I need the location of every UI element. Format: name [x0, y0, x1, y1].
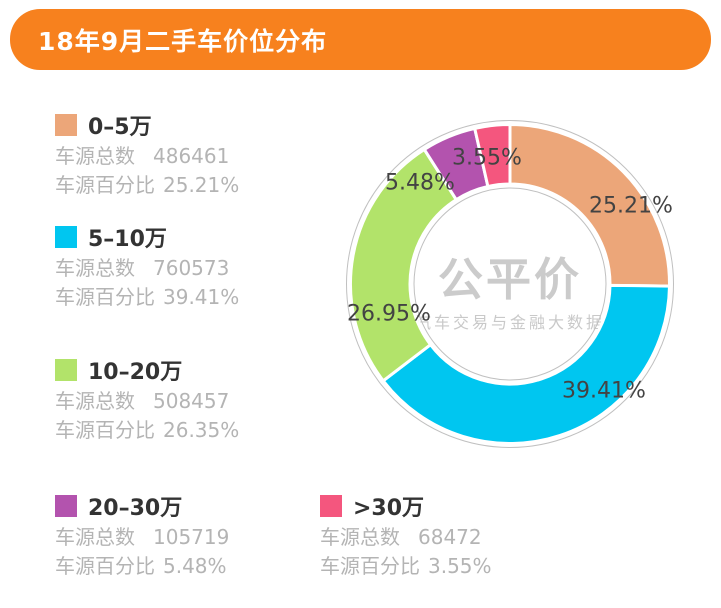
donut-slice-label-2: 26.95%: [347, 302, 431, 327]
legend-category-label: 0–5万: [88, 115, 152, 140]
legend-pct-line: 车源百分比 39.41%: [55, 285, 240, 309]
donut-slice-label-0: 25.21%: [589, 194, 673, 219]
legend-total-value: 68472: [418, 525, 482, 549]
legend-swatch: [55, 359, 77, 381]
legend-total-value: 105719: [153, 525, 230, 549]
legend-total-line: 车源总数 105719: [55, 525, 230, 549]
legend-pct-value: 39.41%: [163, 285, 240, 309]
header-banner: 18年9月二手车价位分布: [10, 9, 711, 70]
legend-pct-line: 车源百分比 3.55%: [320, 554, 492, 578]
legend-swatch: [55, 495, 77, 517]
donut-slice-label-3: 5.48%: [385, 171, 455, 196]
legend-total-line: 车源总数 486461: [55, 144, 230, 168]
page-title: 18年9月二手车价位分布: [38, 26, 328, 56]
legend-pct-line: 车源百分比 25.21%: [55, 173, 240, 197]
donut-slice-2[interactable]: [349, 147, 458, 383]
legend-item-5-10[interactable]: 5–10万 车源总数 760573 车源百分比 39.41%: [55, 225, 315, 312]
legend-total-value: 486461: [153, 144, 230, 168]
legend-pct-line: 车源百分比 26.35%: [55, 418, 240, 442]
legend-pct-value: 3.55%: [428, 554, 492, 578]
legend-swatch: [55, 114, 77, 136]
donut-svg: 25.21% 39.41% 26.95% 5.48%3.55%: [346, 120, 674, 448]
legend-category-label: 5–10万: [88, 227, 167, 252]
donut-slice-1[interactable]: [381, 283, 671, 446]
legend-pct-line: 车源百分比 5.48%: [55, 554, 227, 578]
legend-total-line: 车源总数 760573: [55, 256, 230, 280]
legend-swatch: [320, 495, 342, 517]
legend-category-label: 20–30万: [88, 496, 183, 521]
donut-slice-label-1: 39.41%: [562, 379, 646, 404]
legend-total-line: 车源总数 68472: [320, 525, 482, 549]
legend-swatch: [55, 226, 77, 248]
legend-item-20-30[interactable]: 20–30万 车源总数 105719 车源百分比 5.48%: [55, 494, 315, 581]
legend-pct-value: 26.35%: [163, 418, 240, 442]
donut-slice-4[interactable]: [473, 123, 512, 188]
legend-item-10-20[interactable]: 10–20万 车源总数 508457 车源百分比 26.35%: [55, 358, 315, 445]
legend-total-value: 760573: [153, 256, 230, 280]
legend-total-line: 车源总数 508457: [55, 389, 230, 413]
donut-outline-circle: [346, 120, 674, 448]
donut-chart: 公平价 汽车交易与金融大数据 25.21% 39.41% 26.95% 5.48% 3.…: [340, 114, 680, 454]
legend-item-over-30[interactable]: >30万 车源总数 68472 车源百分比 3.55%: [320, 494, 580, 581]
legend-category-label: 10–20万: [88, 360, 183, 385]
legend-pct-value: 5.48%: [163, 554, 227, 578]
legend-item-0-5[interactable]: 0–5万 车源总数 486461 车源百分比 25.21%: [55, 113, 315, 200]
legend-pct-value: 25.21%: [163, 173, 240, 197]
donut-slice-label-4: 3.55%: [452, 146, 522, 171]
donut-outline-circle: [413, 187, 607, 381]
legend-category-label: >30万: [353, 496, 425, 521]
donut-slice-0[interactable]: [508, 123, 671, 288]
legend-total-value: 508457: [153, 389, 230, 413]
